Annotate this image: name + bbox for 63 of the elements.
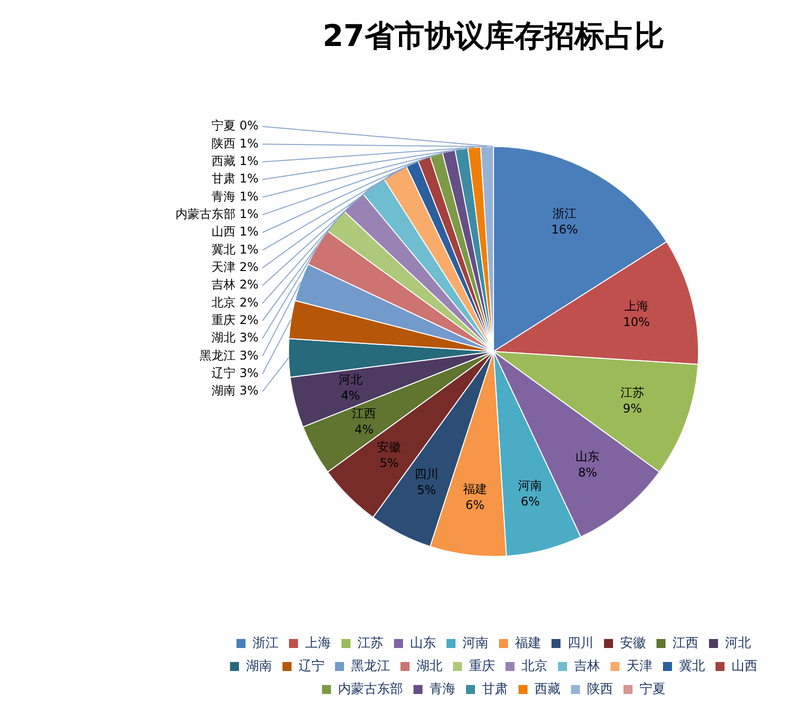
- data-label: 4%: [341, 388, 360, 402]
- legend-label: 陕西: [587, 682, 613, 697]
- legend-label: 青海: [430, 682, 456, 697]
- data-label: 8%: [578, 465, 598, 480]
- legend-label: 重庆: [469, 658, 495, 674]
- category-label: 青海 1%: [212, 189, 258, 204]
- category-label: 山西 1%: [212, 224, 258, 239]
- category-label: 西藏 1%: [212, 154, 258, 168]
- legend-label: 浙江: [252, 636, 278, 651]
- legend-label: 江苏: [358, 636, 384, 651]
- category-label: 甘肃 1%: [212, 172, 258, 186]
- slice-label: 安徽: [377, 440, 402, 454]
- slice-label: 上海: [624, 298, 648, 313]
- legend-label: 辽宁: [298, 658, 324, 674]
- category-label: 辽宁 3%: [212, 366, 258, 380]
- legend-label: 西藏: [534, 682, 560, 697]
- legend-label: 山西: [732, 658, 758, 674]
- data-label: 10%: [623, 314, 650, 329]
- slice-label: 河北: [338, 372, 363, 386]
- legend-label: 安徽: [620, 634, 646, 651]
- category-label: 陕西 1%: [212, 136, 258, 150]
- data-label: 5%: [416, 483, 436, 498]
- category-label: 内蒙古东部 1%: [176, 206, 258, 221]
- legend-label: 天津: [626, 658, 652, 674]
- legend-label: 甘肃: [482, 682, 508, 697]
- legend-label: 湖南: [246, 658, 272, 674]
- data-label: 5%: [380, 456, 399, 470]
- category-label: 湖南 3%: [212, 384, 258, 398]
- legend-label: 江西: [672, 636, 698, 651]
- data-label: 6%: [520, 494, 540, 509]
- data-label: 6%: [465, 498, 485, 512]
- data-label: 4%: [354, 422, 374, 437]
- category-label: 宁夏 0%: [212, 118, 258, 133]
- legend-label: 福建: [515, 636, 541, 651]
- legend-label: 冀北: [679, 658, 705, 674]
- data-label: 9%: [622, 402, 642, 416]
- slice-label: 河南: [518, 478, 542, 493]
- category-label: 吉林 2%: [212, 278, 258, 292]
- category-label: 天津 2%: [212, 260, 258, 274]
- legend-label: 上海: [305, 636, 331, 651]
- legend-label: 宁夏: [640, 680, 666, 697]
- category-label: 湖北 3%: [212, 330, 258, 345]
- slice-label: 四川: [414, 467, 438, 482]
- category-label: 冀北 1%: [212, 242, 258, 256]
- legend-label: 湖北: [416, 658, 442, 674]
- legend-label: 黑龙江: [351, 658, 390, 674]
- legend-label: 河北: [725, 636, 751, 651]
- legend-label: 四川: [568, 636, 594, 651]
- category-label: 重庆 2%: [212, 312, 258, 327]
- legend-label: 北京: [522, 658, 548, 674]
- slice-label: 江西: [352, 406, 376, 421]
- data-label: 16%: [551, 222, 578, 236]
- slice-label: 江苏: [620, 386, 644, 400]
- slice-label: 山东: [576, 449, 600, 464]
- legend-label: 山东: [410, 636, 436, 651]
- category-label: 黑龙江 3%: [200, 348, 258, 362]
- legend-label: 河南: [462, 636, 488, 651]
- category-label: 北京 2%: [212, 295, 258, 310]
- slice-label: 福建: [463, 482, 487, 496]
- legend-label: 吉林: [574, 658, 600, 674]
- slice-label: 浙江: [552, 206, 577, 220]
- chart-title: 27省市协议库存招标占比: [322, 18, 664, 54]
- legend-label: 内蒙古东部: [338, 682, 403, 697]
